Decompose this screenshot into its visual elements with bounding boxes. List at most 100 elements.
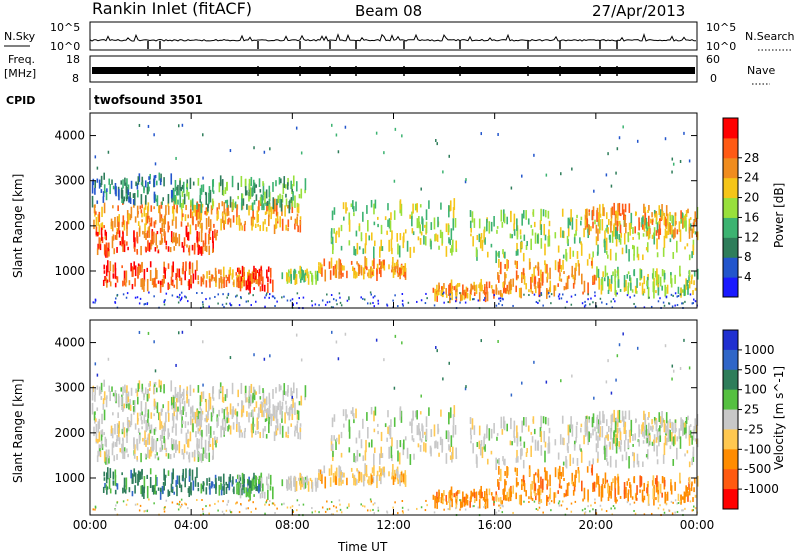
- power-echo: [167, 246, 170, 252]
- power-echo: [438, 245, 440, 250]
- velocity-echo: [605, 444, 608, 458]
- velocity-echo: [528, 496, 530, 500]
- velocity-echo: [133, 437, 135, 450]
- velocity-echo: [642, 440, 645, 444]
- power-echo: [443, 283, 445, 290]
- velocity-echo: [227, 425, 229, 432]
- freq-panel: Freq. [MHz] 18 8 60 0 Nave: [4, 53, 775, 85]
- velocity-echo: [106, 486, 109, 490]
- velocity-echo: [681, 419, 684, 431]
- velocity-echo: [352, 473, 354, 479]
- power-echo: [217, 293, 220, 296]
- velocity-echo: [245, 507, 248, 510]
- velocity-echo: [108, 449, 110, 455]
- velocity-echo: [533, 481, 536, 494]
- power-echo: [223, 306, 225, 309]
- velocity-echo: [129, 404, 132, 411]
- velocity-echo: [634, 433, 636, 441]
- velocity-echo: [515, 477, 518, 487]
- velocity-echo: [204, 449, 207, 459]
- power-echo: [136, 249, 138, 253]
- velocity-echo: [525, 490, 527, 497]
- power-colorbar-swatch: [723, 118, 738, 139]
- power-echo: [534, 265, 537, 269]
- velocity-echo: [196, 467, 198, 478]
- power-echo: [340, 264, 342, 269]
- power-echo: [129, 192, 131, 203]
- velocity-echo: [145, 439, 147, 447]
- velocity-echo: [132, 474, 134, 484]
- velocity-echo: [190, 491, 192, 496]
- velocity-echo: [501, 429, 504, 435]
- power-echo: [181, 123, 184, 127]
- power-echo: [399, 233, 402, 241]
- velocity-echo: [251, 430, 253, 438]
- power-echo: [669, 211, 671, 216]
- velocity-echo: [94, 394, 96, 402]
- power-echo: [362, 248, 365, 255]
- velocity-echo: [252, 501, 254, 504]
- power-echo: [256, 210, 259, 223]
- power-echo: [508, 281, 511, 292]
- velocity-echo: [295, 388, 298, 399]
- power-echo: [201, 246, 204, 254]
- velocity-echo: [395, 468, 398, 474]
- power-echo: [237, 195, 239, 200]
- velocity-echo: [175, 403, 177, 412]
- velocity-echo: [691, 509, 694, 512]
- power-echo: [395, 261, 398, 267]
- power-echo: [367, 220, 369, 232]
- power-colorbar-tick-label: 4: [744, 270, 752, 284]
- power-echo: [490, 285, 493, 289]
- power-echo: [274, 297, 276, 300]
- power-echo: [159, 212, 161, 223]
- power-echo: [155, 267, 157, 280]
- power-echo: [618, 202, 621, 216]
- power-echo: [117, 205, 119, 212]
- power-echo: [100, 189, 103, 193]
- power-echo: [538, 294, 541, 297]
- power-echo: [107, 150, 110, 154]
- velocity-echo: [652, 475, 655, 487]
- velocity-echo: [193, 449, 196, 458]
- power-echo: [150, 217, 153, 227]
- velocity-echo: [499, 506, 502, 509]
- power-echo: [404, 263, 407, 276]
- power-echo: [333, 228, 335, 234]
- power-echo: [521, 241, 523, 249]
- power-echo: [370, 232, 373, 241]
- power-echo: [574, 293, 577, 296]
- power-echo: [383, 151, 385, 155]
- power-echo: [267, 266, 270, 273]
- power-echo: [518, 287, 521, 298]
- velocity-echo: [394, 473, 397, 480]
- power-echo: [141, 278, 144, 290]
- velocity-echo: [122, 500, 125, 503]
- power-echo: [143, 207, 146, 217]
- velocity-echo: [261, 488, 264, 499]
- power-echo: [136, 189, 139, 198]
- power-echo: [672, 252, 675, 259]
- power-echo: [105, 242, 108, 251]
- power-echo: [146, 186, 149, 195]
- velocity-echo: [486, 493, 488, 502]
- power-echo: [498, 258, 500, 268]
- power-echo: [534, 283, 536, 290]
- velocity-echo: [473, 499, 476, 504]
- velocity-echo: [236, 483, 238, 495]
- power-echo: [630, 212, 633, 225]
- velocity-echo: [165, 452, 168, 457]
- velocity-echo: [404, 470, 407, 483]
- power-echo: [268, 296, 270, 299]
- power-echo: [324, 269, 327, 282]
- power-echo: [238, 304, 241, 307]
- power-echo: [499, 299, 502, 302]
- velocity-echo: [600, 485, 603, 493]
- power-echo: [394, 266, 397, 273]
- velocity-colorbar-tick-label: 25: [744, 403, 759, 417]
- velocity-echo: [288, 483, 290, 490]
- power-echo: [154, 174, 157, 178]
- velocity-echo: [422, 425, 424, 439]
